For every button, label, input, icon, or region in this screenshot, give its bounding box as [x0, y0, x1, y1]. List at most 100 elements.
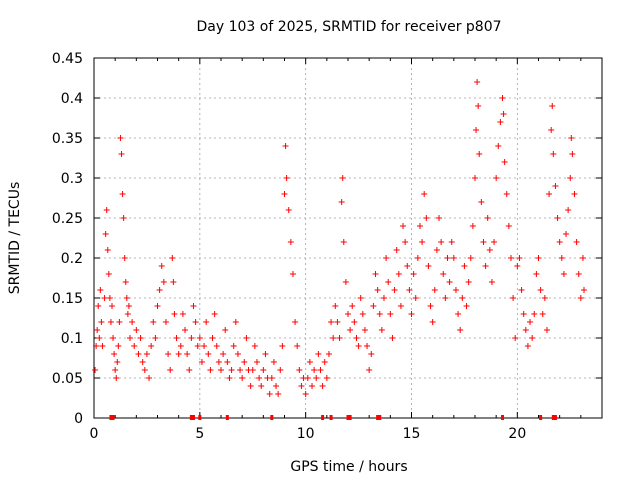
data-point	[543, 327, 550, 333]
data-point	[452, 287, 459, 293]
zero-marker	[376, 415, 380, 420]
y-tick-label: 0.2	[61, 251, 83, 267]
data-point	[339, 175, 346, 181]
data-point	[429, 319, 436, 325]
data-point	[113, 375, 120, 381]
data-point	[170, 279, 177, 285]
data-point	[294, 343, 301, 349]
data-point	[111, 351, 118, 357]
data-point	[102, 231, 109, 237]
data-point	[414, 255, 421, 261]
data-point	[408, 311, 415, 317]
zero-marker	[551, 415, 555, 420]
zero-marker	[191, 415, 195, 420]
data-point	[190, 303, 197, 309]
data-point	[266, 391, 273, 397]
data-point	[446, 279, 453, 285]
data-point	[162, 319, 169, 325]
data-point	[370, 303, 377, 309]
data-point	[389, 335, 396, 341]
data-point	[117, 135, 124, 141]
data-point	[558, 255, 565, 261]
data-point	[330, 335, 337, 341]
data-point	[475, 103, 482, 109]
data-point	[287, 239, 294, 245]
y-axis-label: SRMTID / TECUs	[7, 182, 23, 295]
data-point	[438, 239, 445, 245]
data-point	[122, 279, 129, 285]
data-point	[455, 311, 462, 317]
data-point	[372, 271, 379, 277]
data-point	[510, 295, 517, 301]
data-point	[220, 351, 227, 357]
zero-marker	[501, 415, 505, 420]
data-point	[514, 263, 521, 269]
data-point	[507, 255, 514, 261]
data-point	[359, 311, 366, 317]
data-point	[192, 319, 199, 325]
data-point	[450, 255, 457, 261]
data-point	[376, 311, 383, 317]
data-point	[160, 279, 167, 285]
data-point	[567, 175, 574, 181]
data-point	[527, 319, 534, 325]
data-point	[467, 255, 474, 261]
data-point	[368, 351, 375, 357]
data-point	[243, 335, 250, 341]
data-point	[565, 207, 572, 213]
data-point	[260, 367, 267, 373]
data-point	[283, 175, 290, 181]
data-point	[228, 367, 235, 373]
data-point	[404, 263, 411, 269]
data-point	[444, 255, 451, 261]
data-point	[393, 247, 400, 253]
data-point	[478, 199, 485, 205]
data-point	[237, 367, 244, 373]
data-point	[205, 351, 212, 357]
data-point	[518, 287, 525, 293]
data-point	[129, 319, 136, 325]
data-point	[125, 303, 132, 309]
data-point	[549, 103, 556, 109]
data-point	[285, 207, 292, 213]
data-point	[104, 247, 111, 253]
data-point	[232, 319, 239, 325]
data-point	[211, 311, 218, 317]
data-point	[361, 327, 368, 333]
data-point	[374, 287, 381, 293]
data-point	[196, 335, 203, 341]
data-point	[306, 359, 313, 365]
data-point	[340, 239, 347, 245]
data-point	[110, 335, 117, 341]
data-point	[281, 191, 288, 197]
data-point	[213, 343, 220, 349]
data-point	[425, 263, 432, 269]
data-point	[406, 287, 413, 293]
data-point	[165, 351, 172, 357]
zero-marker	[346, 415, 350, 420]
axes	[93, 57, 603, 419]
data-point	[548, 127, 555, 133]
data-point	[474, 79, 481, 85]
data-point	[463, 303, 470, 309]
data-point	[563, 231, 570, 237]
data-point	[554, 215, 561, 221]
data-point	[366, 367, 373, 373]
data-point	[332, 303, 339, 309]
zero-marker	[348, 415, 352, 420]
data-point	[186, 367, 193, 373]
data-point	[118, 151, 125, 157]
data-point	[493, 175, 500, 181]
data-point	[253, 359, 260, 365]
data-point	[184, 351, 191, 357]
data-point	[323, 375, 330, 381]
data-point	[292, 319, 299, 325]
data-point	[105, 271, 112, 277]
data-point	[141, 367, 148, 373]
data-point	[436, 215, 443, 221]
chart-title: Day 103 of 2025, SRMTID for receiver p80…	[196, 19, 501, 35]
data-point	[503, 191, 510, 197]
zero-marker	[111, 415, 115, 420]
data-point	[137, 335, 144, 341]
data-point	[473, 127, 480, 133]
